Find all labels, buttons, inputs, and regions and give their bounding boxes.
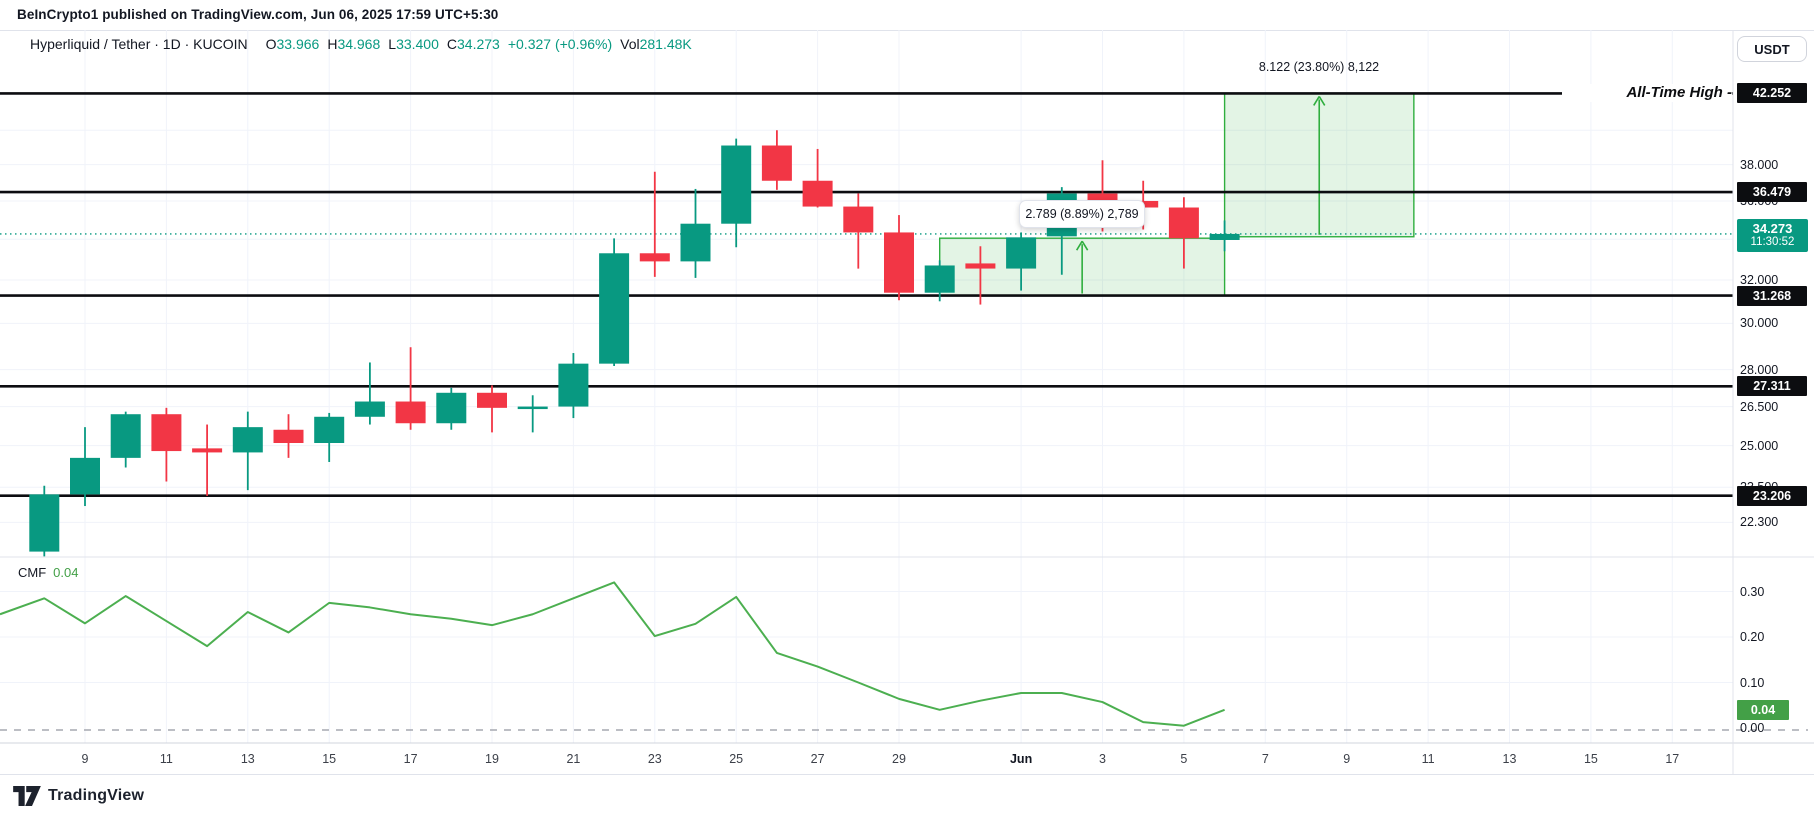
symbol-title[interactable]: Hyperliquid / Tether · 1D · KUCOIN (30, 36, 248, 52)
cmf-axis-label: 0.30 (1740, 584, 1765, 599)
bar-countdown: 11:30:52 (1750, 236, 1795, 248)
symbol-legend: Hyperliquid / Tether · 1D · KUCOIN O33.96… (30, 36, 692, 52)
tradingview-logo[interactable]: TradingView (13, 786, 144, 806)
price-range-arrowhead-small (1075, 240, 1089, 251)
cmf-title: CMF (18, 565, 47, 580)
price-axis-badge: 42.252 (1737, 83, 1807, 104)
close-value: 34.273 (457, 36, 500, 52)
time-axis-label: 19 (485, 752, 499, 766)
price-axis-badge: 27.311 (1737, 376, 1807, 397)
currency-toggle-button[interactable]: USDT (1737, 36, 1807, 62)
price-axis-badge: 23.206 (1737, 485, 1807, 506)
price-axis-label: 22.300 (1740, 515, 1779, 530)
candle-may-28[interactable] (843, 206, 874, 233)
candle-jun-5[interactable] (1168, 207, 1199, 239)
candle-may-22[interactable] (599, 253, 630, 364)
candle-may-26[interactable] (761, 145, 792, 181)
candle-may-29[interactable] (884, 232, 914, 293)
candle-may-30[interactable] (924, 265, 955, 293)
cmf-line[interactable] (0, 581, 1225, 727)
tradingview-logo-text: TradingView (48, 787, 145, 804)
time-axis-label: 23 (647, 752, 662, 766)
volume-label: Vol (620, 36, 640, 52)
time-axis-label: 21 (566, 752, 581, 766)
time-axis-label: Jun (1009, 752, 1033, 766)
cmf-axis-label: 0.20 (1740, 630, 1765, 644)
open-label: O (265, 36, 277, 52)
low-label: L (388, 36, 397, 52)
time-axis-label: 13 (240, 752, 255, 766)
candle-jun-1[interactable] (1006, 237, 1037, 269)
candle-may-27[interactable] (802, 180, 833, 207)
header-divider (0, 30, 1814, 31)
cmf-axis-label: 0.00 (1740, 721, 1765, 735)
candle-may-12[interactable] (192, 448, 223, 453)
candle-may-10[interactable] (110, 414, 141, 458)
open-value: 33.966 (276, 36, 320, 52)
candle-may-25[interactable] (721, 145, 752, 224)
change-value: +0.327 (+0.96%) (507, 36, 613, 52)
low-value: 33.400 (396, 36, 439, 52)
candle-may-17[interactable] (395, 401, 426, 424)
publish-header: BeInCrypto1 published on TradingView.com… (17, 7, 499, 22)
candle-may-11[interactable] (151, 414, 182, 452)
high-label: H (327, 36, 338, 52)
time-axis-label: 17 (1665, 752, 1680, 766)
time-axis-label: 3 (1099, 752, 1106, 766)
time-axis-label: 5 (1180, 752, 1188, 766)
cmf-axis-label: 0.10 (1740, 675, 1765, 690)
candle-jun-3[interactable] (1087, 193, 1118, 201)
time-axis-label: 11 (1421, 752, 1435, 766)
candle-may-21[interactable] (558, 363, 589, 407)
candle-may-8[interactable] (29, 494, 60, 552)
high-value: 34.968 (337, 36, 381, 52)
candle-may-9[interactable] (70, 457, 100, 495)
price-axis-badge: 31.268 (1737, 285, 1807, 306)
candle-may-23[interactable] (639, 253, 670, 262)
price-axis-label: 32.000 (1740, 273, 1779, 287)
volume-value: 281.48K (639, 36, 692, 52)
candle-may-18[interactable] (436, 392, 467, 424)
time-axis-label: 11 (159, 752, 173, 766)
time-axis-label: 15 (322, 752, 337, 766)
tradingview-logo-icon (13, 786, 41, 806)
price-range-arrowhead-big (1313, 96, 1326, 106)
price-axis-label: 30.000 (1740, 316, 1779, 331)
bottom-divider (0, 774, 1814, 775)
price-axis-label: 25.000 (1740, 438, 1779, 453)
price-axis-badge: 36.479 (1737, 182, 1807, 203)
price-axis-label: 38.000 (1740, 157, 1779, 172)
time-axis-label: 27 (810, 752, 825, 766)
time-axis-label: 15 (1583, 752, 1598, 766)
price-range-measure-label: 8.122 (23.80%) 8,122 (1258, 60, 1380, 74)
time-axis-label: 17 (403, 752, 418, 766)
time-axis-label: 25 (729, 752, 744, 766)
candle-may-19[interactable] (477, 392, 507, 408)
close-label: C (446, 36, 458, 52)
time-axis-label: 7 (1261, 752, 1269, 766)
candle-jun-6[interactable] (1209, 233, 1240, 240)
candle-may-20[interactable] (517, 406, 548, 410)
current-price-value: 34.273 (1752, 221, 1793, 236)
price-axis-label: 26.500 (1740, 399, 1779, 414)
cmf-indicator-legend[interactable]: CMF 0.04 (18, 565, 78, 580)
cmf-current-value: 0.04 (53, 565, 79, 580)
candle-may-14[interactable] (273, 429, 304, 443)
all-time-high-label: All-Time High - (1562, 84, 1732, 102)
time-axis-label: 9 (1343, 752, 1351, 766)
price-range-measure-tooltip: 2.789 (8.89%) 2,789 (1019, 200, 1145, 228)
cmf-value-badge: 0.04 (1737, 699, 1789, 720)
time-axis-label: 29 (892, 752, 906, 766)
price-axis-label: 28.000 (1740, 362, 1779, 377)
candle-may-31[interactable] (965, 263, 996, 269)
candle-may-13[interactable] (232, 427, 263, 453)
candle-may-24[interactable] (680, 223, 711, 262)
candle-may-15[interactable] (314, 416, 345, 443)
current-price-badge: 34.273 11:30:52 (1737, 219, 1808, 252)
candle-may-16[interactable] (354, 401, 385, 417)
time-axis-label: 9 (81, 752, 89, 766)
time-axis-label: 13 (1502, 752, 1517, 766)
